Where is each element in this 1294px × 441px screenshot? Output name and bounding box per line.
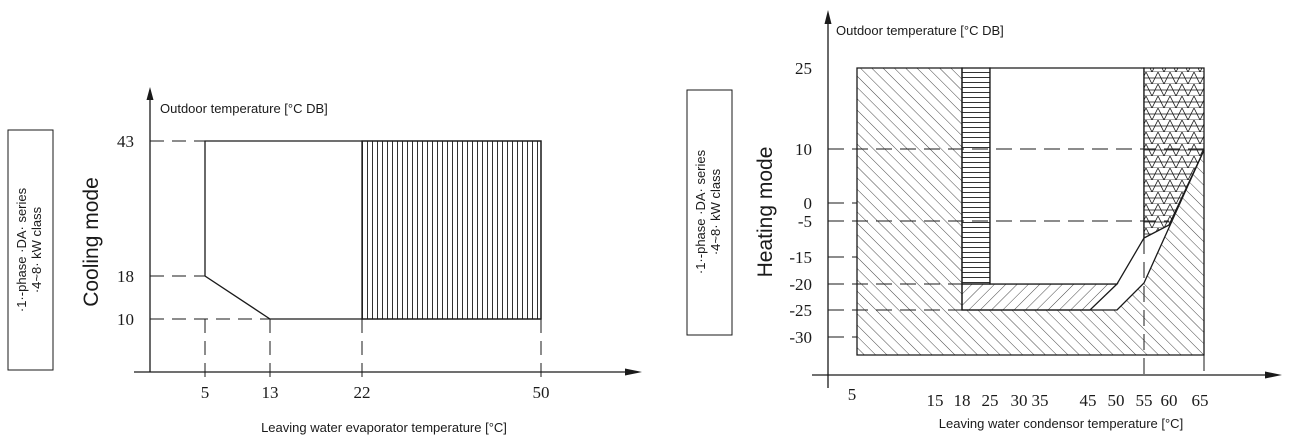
- heating-x-axis-title: Leaving water condensor temperature [°C]: [939, 416, 1183, 431]
- heating-x-tick-60: 60: [1161, 391, 1178, 410]
- cooling-y-arrow: [146, 87, 154, 100]
- heating-x-arrow: [1265, 371, 1282, 379]
- heating-x-tick-35: 35: [1032, 391, 1049, 410]
- heating-y-arrow: [824, 10, 832, 24]
- cooling-y-tick-43: 43: [117, 132, 134, 151]
- heating-x-tick-25: 25: [982, 391, 999, 410]
- heating-x-tick-18: 18: [954, 391, 971, 410]
- heating-hlines-zone: [961, 67, 991, 285]
- heating-side-label-box: [686, 89, 733, 336]
- cooling-hatched-zone: [361, 140, 542, 320]
- cooling-side-label-line1: ·1·-phase ·DA· series: [14, 187, 29, 312]
- cooling-side-label-line2: ·4~8· kW class: [29, 206, 44, 293]
- cooling-y-axis-title: Outdoor temperature [°C DB]: [160, 101, 328, 116]
- cooling-x-axis-title: Leaving water evaporator temperature [°C…: [261, 420, 507, 435]
- heating-x-tick-15: 15: [927, 391, 944, 410]
- heating-y-tick-minus30: -30: [789, 328, 812, 347]
- cooling-x-tick-5: 5: [201, 383, 210, 402]
- heating-y-tick-minus20: -20: [789, 275, 812, 294]
- heating-mode-label: Heating mode: [754, 147, 777, 278]
- cooling-side-label-box: [7, 129, 54, 371]
- heating-y-tick-minus5: -5: [798, 212, 812, 231]
- heating-side-label-line2: ·4~8· kW class: [708, 168, 723, 255]
- heating-x-tick-50: 50: [1108, 391, 1125, 410]
- cooling-x-arrow: [625, 368, 642, 376]
- heating-open-zone: [989, 67, 1145, 285]
- cooling-y-tick-18: 18: [117, 267, 134, 286]
- heating-y-tick-0: 0: [804, 194, 813, 213]
- heating-x-tick-65: 65: [1192, 391, 1209, 410]
- cooling-x-tick-50: 50: [533, 383, 550, 402]
- heating-diagram: ·1·-phase ·DA· series ·4~8· kW class Hea…: [686, 10, 1282, 431]
- heating-crosshatch-zone: [961, 283, 1119, 311]
- heating-x-tick-30: 30: [1011, 391, 1028, 410]
- heating-side-label-line1: ·1·-phase ·DA· series: [693, 149, 708, 274]
- cooling-diagram: ·1·-phase ·DA· series ·4~8· kW class Coo…: [7, 87, 642, 435]
- heating-y-tick-25: 25: [795, 59, 812, 78]
- heating-y-tick-minus15: -15: [789, 248, 812, 267]
- cooling-x-tick-22: 22: [354, 383, 371, 402]
- heating-x-tick-5: 5: [848, 385, 857, 404]
- heating-x-tick-55: 55: [1136, 391, 1153, 410]
- heating-y-axis-title: Outdoor temperature [°C DB]: [836, 23, 1004, 38]
- cooling-x-tick-13: 13: [262, 383, 279, 402]
- heating-y-tick-minus25: -25: [789, 301, 812, 320]
- heating-triangle-pattern: [1144, 68, 1204, 238]
- heating-x-tick-45: 45: [1080, 391, 1097, 410]
- cooling-mode-label: Cooling mode: [80, 177, 103, 307]
- cooling-y-tick-10: 10: [117, 310, 134, 329]
- heating-y-tick-10: 10: [795, 140, 812, 159]
